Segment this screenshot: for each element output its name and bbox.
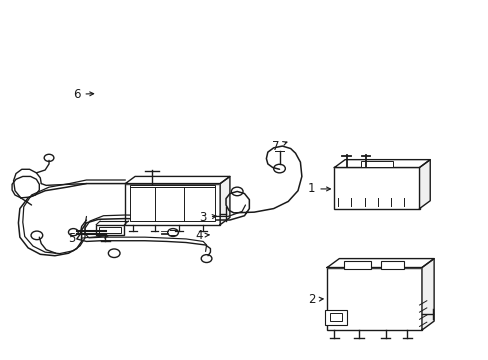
Polygon shape (419, 159, 429, 208)
Polygon shape (421, 258, 433, 330)
Polygon shape (125, 176, 229, 184)
Bar (329, 313, 341, 321)
Polygon shape (326, 258, 433, 267)
Bar (344, 261, 370, 269)
Bar (326, 267, 421, 330)
Text: 3: 3 (199, 211, 216, 224)
Text: 1: 1 (307, 183, 330, 195)
Bar (361, 161, 392, 167)
Text: 4: 4 (195, 229, 209, 242)
Polygon shape (334, 159, 429, 167)
Bar (334, 167, 419, 208)
Bar (130, 185, 215, 221)
Bar (99, 227, 121, 233)
Bar (96, 225, 124, 235)
Polygon shape (220, 176, 229, 225)
Text: 5: 5 (68, 233, 108, 246)
Text: 6: 6 (73, 88, 94, 101)
Bar (324, 310, 346, 325)
Bar (380, 261, 403, 269)
Text: 7: 7 (272, 140, 286, 153)
Text: 2: 2 (307, 293, 323, 306)
Bar (125, 184, 220, 225)
